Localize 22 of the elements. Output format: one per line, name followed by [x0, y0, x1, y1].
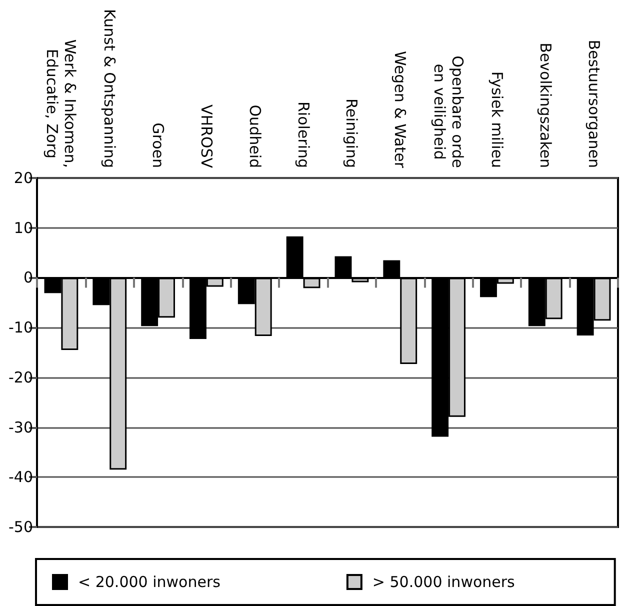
x-tick-label: Kunst & Ontspanning — [100, 9, 119, 168]
y-tick-label: 20 — [14, 169, 33, 187]
x-tick-label: Oudheid — [246, 104, 264, 168]
x-tick-label: Openbare orde en veiligheid — [430, 56, 467, 168]
legend-label: < 20.000 inwoners — [78, 573, 221, 591]
y-tick-label: -50 — [8, 518, 33, 536]
x-tick-label: VHROSV — [197, 104, 216, 169]
legend-label: > 50.000 inwoners — [372, 573, 516, 591]
y-tick-label: 0 — [23, 268, 33, 287]
x-tick-label: Wegen & Water — [391, 50, 410, 169]
y-tick-label: -10 — [8, 318, 33, 337]
x-tick-label: Reiniging — [342, 98, 361, 168]
x-tick-label: Riolering — [294, 101, 312, 168]
y-tick-label: 10 — [14, 218, 33, 237]
y-tick-label: -20 — [8, 368, 33, 386]
y-tick-label: -40 — [8, 468, 33, 486]
x-tick-label: Werk & Inkomen, Educatie, Zorg — [43, 39, 80, 168]
x-tick-label: Bevolkingszaken — [536, 42, 554, 168]
x-tick-label: Groen — [149, 122, 168, 168]
x-tick-label: Bestuursorganen — [584, 40, 603, 168]
y-tick-label: -30 — [8, 418, 33, 436]
x-tick-label: Fysiek milieu — [488, 71, 506, 168]
